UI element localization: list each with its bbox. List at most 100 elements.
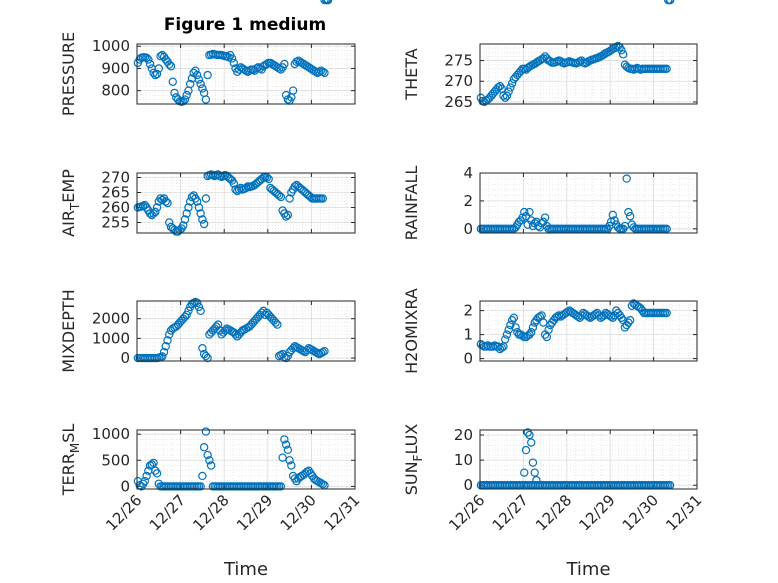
data-point [502,330,512,339]
y-tick-label: 260 [101,199,130,217]
data-point [198,84,207,93]
data-point [231,330,240,339]
data-point [201,95,211,104]
data-point [520,207,529,217]
y-tick-label: 2 [463,192,473,210]
y-tick-label: 265 [101,184,130,202]
data-point [163,336,172,345]
x-tick-label: 12/29 [575,491,618,534]
x-tick-label: 12/29 [233,491,276,534]
y-axis-label: H2OMIXRA [402,288,421,374]
y-tick-label: 0 [463,220,473,238]
data-point [159,347,169,357]
data-point [161,342,170,351]
data-point [539,54,548,63]
data-point [222,52,232,61]
y-tick-label: 20 [454,426,473,444]
data-point [273,320,282,329]
y-tick-label: 1000 [92,329,130,347]
data-point [274,191,284,200]
data-point [144,55,153,64]
data-point [521,445,531,455]
y-axis-label: TERRMSL [59,424,82,497]
subplot-h2omixra: 0 1 2 H2OMIXRA [402,0,698,374]
data-point [523,428,532,437]
subplot-theta: 265 270 275 THETA [402,0,698,111]
data-point [662,308,671,318]
data-point [281,212,291,221]
data-point [229,58,238,68]
y-axis-label: RAINFALL [402,166,421,241]
data-point [201,351,211,361]
data-point [145,209,155,218]
data-point [224,53,233,62]
y-tick-label: 1000 [92,425,130,443]
data-point [287,461,296,470]
data-point [509,313,519,322]
y-tick-label: 255 [101,214,130,232]
data-point [320,68,329,78]
data-point [525,207,534,217]
data-point [318,67,327,76]
data-point [285,456,294,465]
data-point [530,468,539,477]
data-point [151,207,160,217]
data-point [180,215,190,224]
data-point [192,197,202,206]
data-point [610,216,619,225]
data-point [624,318,633,327]
y-tick-label: 270 [444,72,473,90]
data-point [206,461,216,470]
data-point [180,95,190,104]
data-point [165,218,174,227]
data-point [271,318,280,327]
data-point [182,90,191,100]
data-point [315,67,324,76]
data-point [535,312,545,321]
data-point [198,215,207,224]
data-point [199,443,209,452]
data-point [194,203,204,212]
data-point [203,353,212,363]
data-point [227,54,237,63]
y-tick-label: 2000 [92,310,130,328]
data-point [540,213,550,222]
data-point [525,330,534,339]
y-axis-label: AIRTEMP [59,169,82,237]
data-point [154,64,163,73]
data-point [184,203,193,212]
data-point [151,70,160,80]
x-tick-label: 12/28 [189,491,232,534]
data-point [198,344,207,353]
y-axis-label: SUNFLUX [402,424,425,496]
data-point [196,209,205,218]
y-tick-label: 500 [101,451,130,469]
axes-frame [479,300,698,362]
data-point [318,347,327,357]
y-tick-label: 900 [101,59,130,77]
data-point [203,70,212,80]
data-point [665,0,675,5]
data-point [145,59,155,69]
plot-area [480,44,697,104]
y-tick-label: 2 [463,302,473,320]
x-tick-label: 12/26 [445,491,488,534]
data-point [528,458,538,467]
data-point [196,79,205,89]
data-point [318,194,327,203]
data-point [511,323,520,332]
y-tick-label: 1 [463,326,473,344]
data-point [323,0,333,5]
data-point [520,468,529,477]
data-point [140,476,150,486]
data-point [152,69,162,79]
data-point [152,203,162,212]
subplot-pressure: 800 900 1000 PRESSURE [59,0,356,116]
data-point [528,323,538,332]
y-tick-label: 4 [463,164,473,182]
data-point [189,298,198,308]
data-point [201,194,211,203]
data-point [165,60,174,69]
